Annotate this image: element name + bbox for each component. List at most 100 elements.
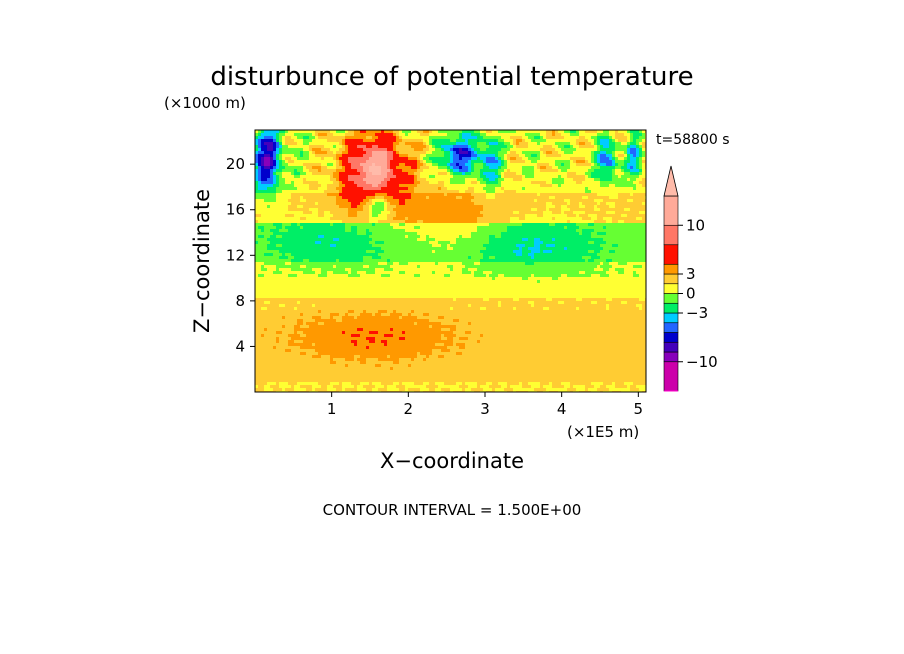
field-cell: [384, 187, 388, 191]
field-cell: [447, 157, 451, 161]
field-cell: [507, 235, 511, 239]
field-cell: [432, 229, 436, 233]
field-cell: [267, 193, 271, 197]
field-cell: [531, 172, 535, 176]
field-cell: [279, 130, 283, 134]
field-cell: [273, 208, 277, 212]
field-cell: [261, 238, 265, 242]
field-cell: [261, 241, 265, 245]
field-cell: [315, 178, 319, 182]
field-cell: [357, 211, 361, 215]
field-cell: [288, 163, 292, 167]
field-cell: [366, 142, 370, 146]
field-cell: [504, 130, 508, 134]
field-cell: [330, 151, 334, 155]
field-cell: [414, 184, 418, 188]
field-cell: [519, 157, 523, 161]
field-cell: [276, 223, 280, 227]
field-cell: [582, 142, 586, 146]
field-cell: [624, 193, 628, 197]
field-cell: [300, 196, 304, 200]
field-cell: [294, 148, 298, 152]
field-cell: [276, 241, 280, 245]
field-cell: [462, 205, 466, 209]
field-cell: [462, 163, 466, 167]
field-cell: [363, 241, 367, 245]
field-cell: [606, 208, 610, 212]
field-cell: [492, 187, 496, 191]
field-cell: [585, 184, 589, 188]
field-cell: [258, 133, 262, 137]
field-cell: [492, 166, 496, 170]
field-cell: [516, 136, 520, 140]
field-cell: [276, 211, 280, 215]
field-cell: [477, 208, 481, 212]
field-cell: [531, 199, 535, 203]
field-cell: [453, 187, 457, 191]
field-cell: [375, 172, 379, 176]
field-cell: [561, 163, 565, 167]
field-cell: [357, 148, 361, 152]
field-cell: [585, 193, 589, 197]
field-cell: [393, 136, 397, 140]
field-cell: [573, 148, 577, 152]
field-cell: [585, 175, 589, 179]
field-cell: [351, 175, 355, 179]
field-cell: [432, 193, 436, 197]
field-cell: [525, 226, 529, 230]
field-cell: [483, 139, 487, 143]
field-cell: [534, 163, 538, 167]
field-cell: [345, 223, 349, 227]
field-cell: [558, 184, 562, 188]
field-cell: [468, 202, 472, 206]
field-cell: [510, 241, 514, 245]
field-cell: [363, 136, 367, 140]
field-cell: [558, 202, 562, 206]
field-cell: [582, 208, 586, 212]
field-cell: [408, 241, 412, 245]
field-cell: [390, 148, 394, 152]
field-cell: [279, 187, 283, 191]
field-cell: [423, 187, 427, 191]
field-cell: [405, 241, 409, 245]
field-cell: [597, 202, 601, 206]
field-cell: [318, 148, 322, 152]
field-cell: [621, 241, 625, 245]
field-cell: [516, 184, 520, 188]
field-cell: [561, 235, 565, 239]
field-cell: [576, 166, 580, 170]
field-cell: [264, 220, 268, 224]
field-cell: [327, 169, 331, 173]
field-cell: [519, 235, 523, 239]
field-cell: [480, 226, 484, 230]
field-cell: [495, 169, 499, 173]
field-cell: [456, 238, 460, 242]
field-cell: [396, 187, 400, 191]
field-cell: [609, 178, 613, 182]
field-cell: [276, 139, 280, 143]
field-cell: [360, 184, 364, 188]
field-cell: [456, 235, 460, 239]
field-cell: [597, 220, 601, 224]
field-cell: [366, 169, 370, 173]
field-cell: [525, 172, 529, 176]
field-cell: [603, 208, 607, 212]
field-cell: [543, 220, 547, 224]
field-cell: [300, 160, 304, 164]
field-cell: [321, 211, 325, 215]
field-cell: [594, 190, 598, 194]
field-cell: [363, 232, 367, 236]
field-cell: [477, 187, 481, 191]
field-cell: [435, 172, 439, 176]
field-cell: [429, 136, 433, 140]
field-cell: [378, 136, 382, 140]
field-cell: [483, 193, 487, 197]
field-cell: [387, 235, 391, 239]
field-cell: [369, 163, 373, 167]
field-cell: [261, 211, 265, 215]
field-cell: [378, 145, 382, 149]
field-cell: [393, 229, 397, 233]
field-cell: [471, 157, 475, 161]
field-cell: [486, 157, 490, 161]
field-cell: [519, 151, 523, 155]
